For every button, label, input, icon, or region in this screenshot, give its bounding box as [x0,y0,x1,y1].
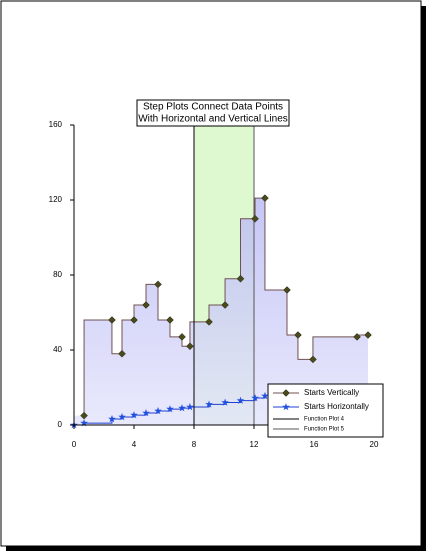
y-tick-label: 160 [49,120,63,129]
star-marker [282,403,290,411]
star-marker [251,394,259,402]
star-marker [261,391,269,400]
star-marker [154,406,162,415]
diamond-marker [221,301,229,309]
diamond-marker [353,333,361,341]
plot-area: 0 40 80 120 160 0 4 8 12 16 20 [49,120,379,449]
star-marker [80,419,88,427]
star-marker [221,398,229,406]
diamond-marker [142,301,150,309]
x-tick-label: 20 [370,440,379,449]
diamond-marker [282,389,290,397]
diamond-marker [236,274,245,283]
diamond-marker [251,214,259,223]
diamond-marker [118,349,126,358]
y-tick-label: 120 [49,195,63,204]
y-tick-label: 0 [58,420,63,429]
x-tick-label: 16 [310,440,319,449]
title-frame [136,99,290,127]
star-marker [236,396,245,404]
x-tick-label: 0 [72,440,77,449]
x-tick-label: 12 [250,440,259,449]
star-marker [178,404,186,412]
star-marker [142,409,150,417]
star-marker [130,411,138,419]
diamond-marker [261,194,269,202]
y-tick-label: 40 [53,345,62,354]
x-tick-label: 4 [132,440,137,449]
title-box: Step Plots Connect Data Points With Hori… [136,99,290,127]
star-marker [205,400,213,408]
star-marker [186,403,194,411]
legend: Starts Vertically Starts Horizontally Fu… [267,383,384,438]
chart-title: With Horizontal and Vertical Lines [138,114,288,125]
diamond-marker [205,318,213,326]
legend-label: Starts Horizontally [304,402,369,411]
x-tick-label: 8 [192,440,197,449]
star-marker [108,415,116,423]
diamond-marker [154,280,162,289]
diamond-marker [178,333,186,341]
star-marker [166,405,174,413]
diamond-marker [166,316,174,324]
diamond-marker [309,355,317,364]
y-tick-label: 80 [53,270,62,279]
diamond-marker [283,286,291,294]
star-marker [118,412,126,421]
legend-label: Function Plot 5 [304,427,345,433]
diamond-marker [186,342,194,351]
area-fill [74,198,368,425]
diamond-marker [294,331,302,339]
diamond-marker [364,331,372,339]
legend-label: Starts Vertically [304,388,359,397]
chart-title: Step Plots Connect Data Points [143,102,283,113]
diamond-marker [80,411,88,420]
diamond-marker [130,316,138,324]
diamond-marker [108,316,116,324]
legend-label: Function Plot 4 [304,417,345,423]
